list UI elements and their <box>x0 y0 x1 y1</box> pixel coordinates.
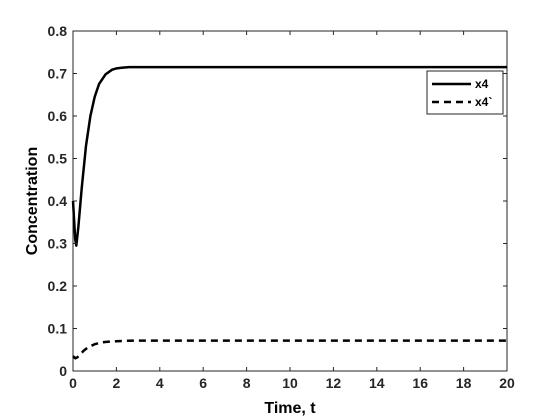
x-tick-label: 10 <box>282 375 298 391</box>
x-tick-label: 20 <box>499 375 515 391</box>
legend: x4 x4` <box>426 70 504 115</box>
legend-box <box>426 70 504 115</box>
axes-layer: 0 2 4 6 8 10 12 14 16 18 20 0 0.1 0.2 0.3 0.4 0.5 0.6 0.7 0… <box>48 23 515 391</box>
x-tick-label: 14 <box>369 375 385 391</box>
y-tick-label: 0.8 <box>48 23 68 39</box>
x-tick-label: 12 <box>326 375 342 391</box>
x-tick-label: 8 <box>243 375 251 391</box>
y-tick-label: 0.6 <box>48 108 68 124</box>
y-tick-label: 0.1 <box>48 321 68 337</box>
x-tick-label: 4 <box>156 375 164 391</box>
x-tick-label: 0 <box>69 375 77 391</box>
x-axis-label: Time, t <box>264 400 316 417</box>
y-tick-label: 0.5 <box>48 151 68 167</box>
x-tick-label: 2 <box>113 375 121 391</box>
y-tick-label: 0.4 <box>48 193 68 209</box>
legend-label-x4: x4 <box>475 77 489 91</box>
series-layer <box>71 65 507 360</box>
y-axis-label: Concentration <box>24 147 41 255</box>
legend-label-x4-prime: x4` <box>475 95 492 109</box>
y-tick-label: 0.2 <box>48 278 68 294</box>
x-tick-label: 16 <box>412 375 428 391</box>
y-tick-label: 0.7 <box>48 66 68 82</box>
x-tick-label: 6 <box>199 375 207 391</box>
y-tick-label: 0 <box>59 363 67 379</box>
x-tick-label: 18 <box>456 375 472 391</box>
series-line-x4 <box>71 65 507 247</box>
y-tick-label: 0.3 <box>48 236 68 252</box>
series-line-x4-prime <box>72 339 507 360</box>
